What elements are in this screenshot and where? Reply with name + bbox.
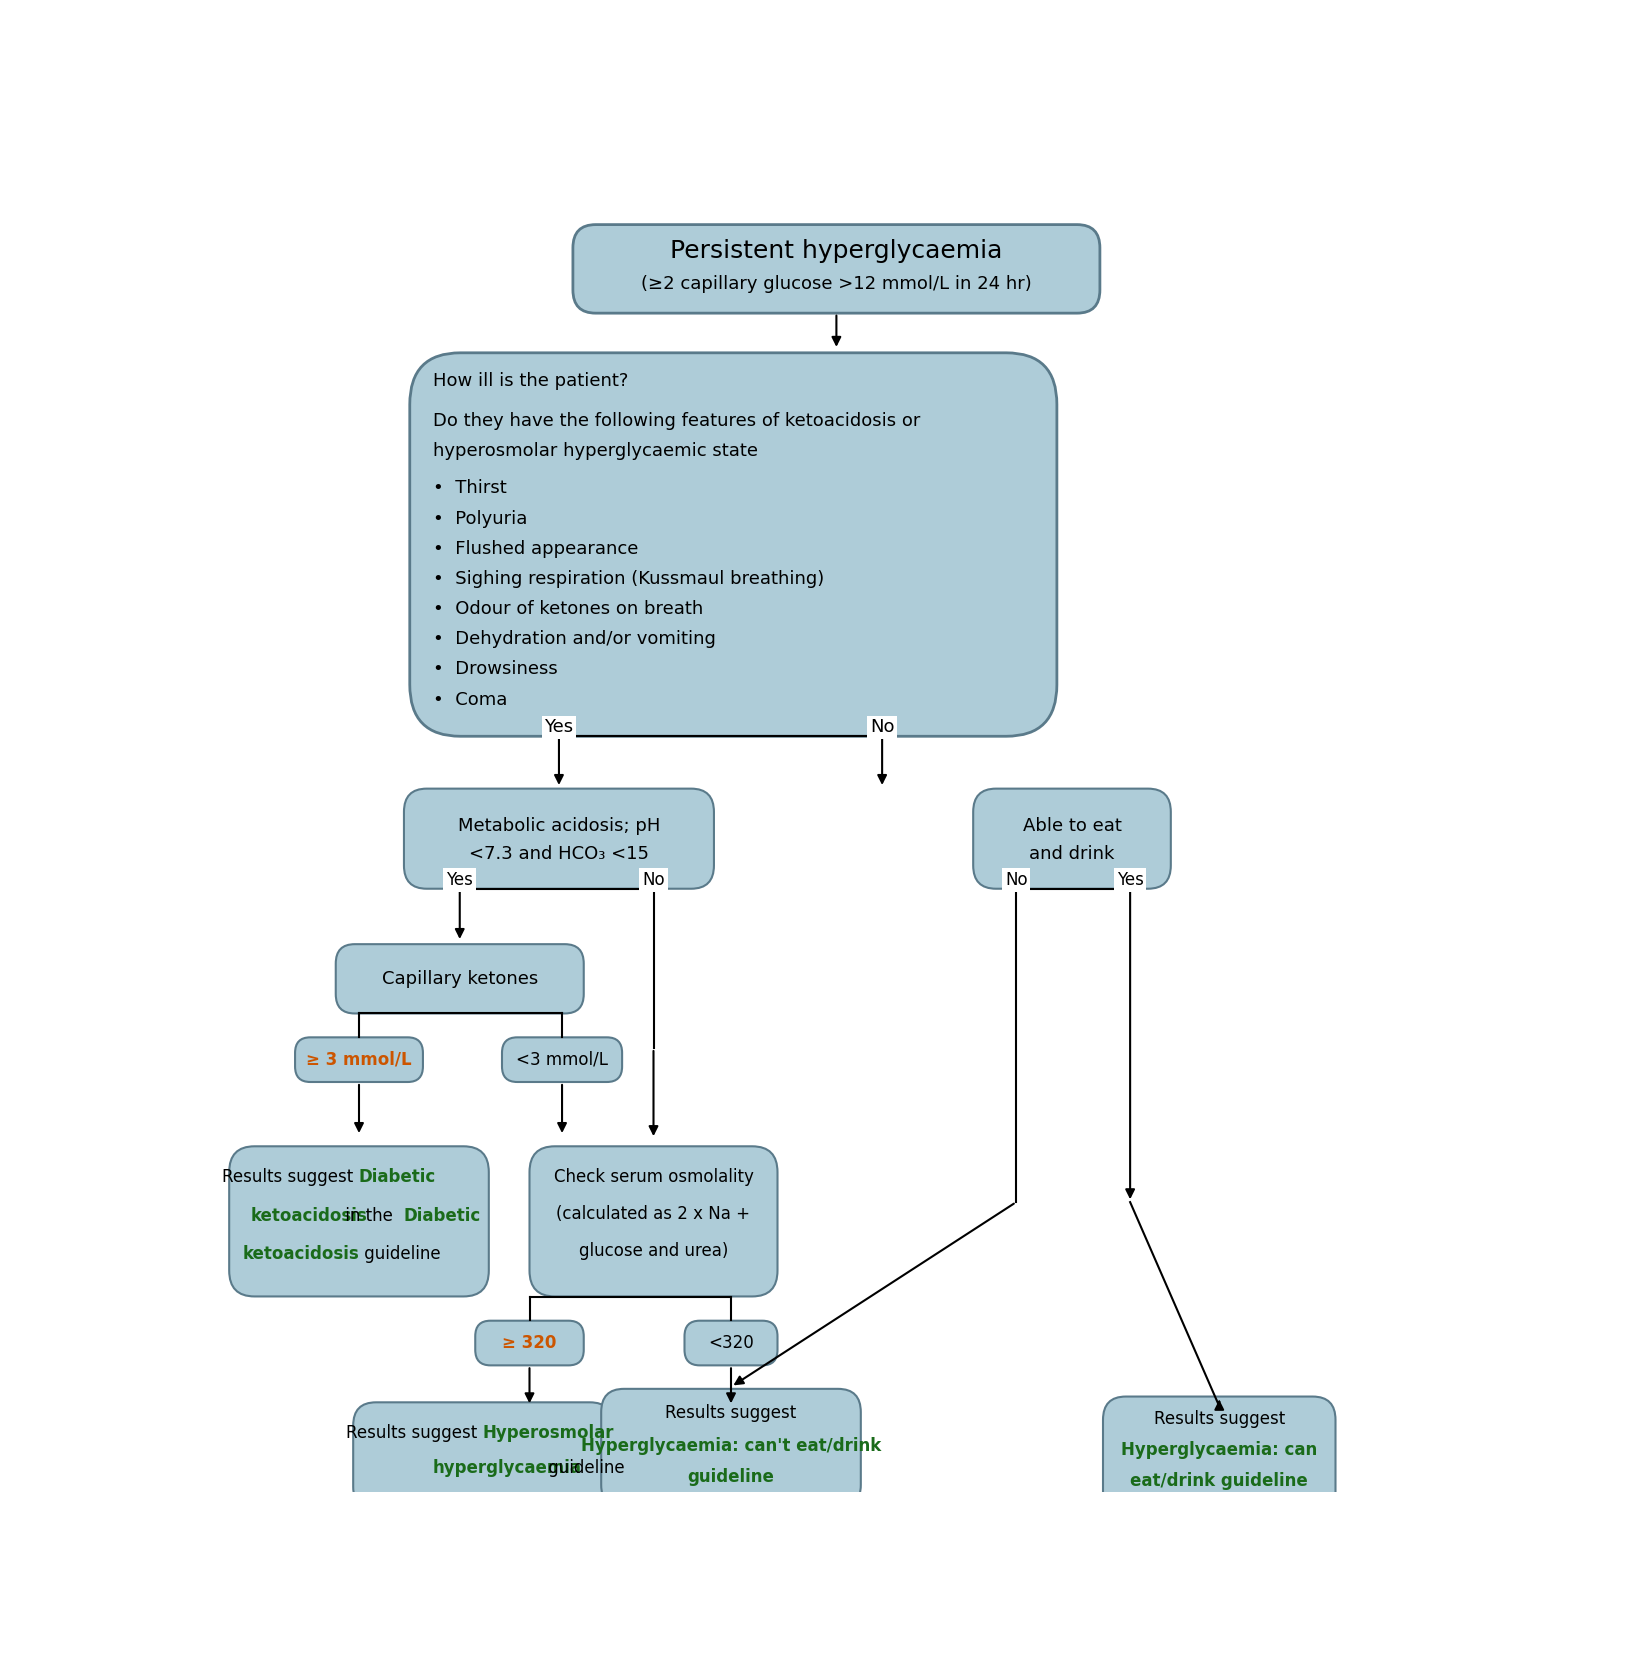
Text: •  Thirst: • Thirst: [432, 479, 506, 498]
Text: •  Flushed appearance: • Flushed appearance: [432, 540, 638, 558]
Text: guideline: guideline: [543, 1458, 625, 1477]
FancyBboxPatch shape: [601, 1389, 860, 1508]
FancyBboxPatch shape: [295, 1037, 423, 1083]
FancyBboxPatch shape: [529, 1146, 777, 1297]
FancyBboxPatch shape: [405, 789, 713, 888]
FancyBboxPatch shape: [1103, 1396, 1335, 1515]
Text: Hyperglycaemia: can: Hyperglycaemia: can: [1121, 1441, 1317, 1460]
Text: Diabetic: Diabetic: [405, 1207, 481, 1225]
Text: ≥ 320: ≥ 320: [503, 1334, 557, 1353]
Text: ketoacidosis: ketoacidosis: [250, 1207, 367, 1225]
Text: eat/drink guideline: eat/drink guideline: [1131, 1472, 1309, 1490]
Text: Yes: Yes: [446, 872, 473, 888]
Text: No: No: [641, 872, 664, 888]
Text: •  Sighing respiration (Kussmaul breathing): • Sighing respiration (Kussmaul breathin…: [432, 570, 824, 588]
Text: Results suggest: Results suggest: [346, 1425, 483, 1441]
FancyBboxPatch shape: [684, 1321, 777, 1366]
Text: Results suggest: Results suggest: [222, 1168, 359, 1187]
FancyBboxPatch shape: [503, 1037, 622, 1083]
Text: •  Coma: • Coma: [432, 691, 508, 709]
Text: Capillary ketones: Capillary ketones: [382, 970, 539, 987]
Text: •  Polyuria: • Polyuria: [432, 510, 527, 528]
Text: Hyperosmolar: Hyperosmolar: [483, 1425, 615, 1441]
FancyBboxPatch shape: [410, 354, 1058, 736]
Text: hyperosmolar hyperglycaemic state: hyperosmolar hyperglycaemic state: [432, 442, 757, 461]
Text: Check serum osmolality: Check serum osmolality: [553, 1168, 754, 1187]
Text: <3 mmol/L: <3 mmol/L: [516, 1051, 609, 1069]
Text: Do they have the following features of ketoacidosis or: Do they have the following features of k…: [432, 412, 920, 431]
FancyBboxPatch shape: [973, 789, 1170, 888]
Text: guideline: guideline: [687, 1468, 775, 1487]
Text: •  Dehydration and/or vomiting: • Dehydration and/or vomiting: [432, 630, 715, 649]
Text: No: No: [1005, 872, 1028, 888]
FancyBboxPatch shape: [573, 225, 1100, 313]
Text: Hyperglycaemia: can't eat/drink: Hyperglycaemia: can't eat/drink: [581, 1438, 881, 1455]
Text: ≥ 3 mmol/L: ≥ 3 mmol/L: [307, 1051, 411, 1069]
FancyBboxPatch shape: [228, 1146, 490, 1297]
Text: Diabetic: Diabetic: [359, 1168, 436, 1187]
Text: (≥2 capillary glucose >12 mmol/L in 24 hr): (≥2 capillary glucose >12 mmol/L in 24 h…: [641, 275, 1031, 293]
Text: guideline: guideline: [359, 1245, 441, 1264]
Text: (calculated as 2 x Na +: (calculated as 2 x Na +: [557, 1205, 751, 1223]
Text: ketoacidosis: ketoacidosis: [242, 1245, 359, 1264]
Text: <320: <320: [708, 1334, 754, 1353]
FancyBboxPatch shape: [353, 1403, 612, 1510]
Text: Results suggest: Results suggest: [1154, 1410, 1284, 1428]
Text: •  Drowsiness: • Drowsiness: [432, 660, 558, 679]
Text: hyperglycaemia: hyperglycaemia: [432, 1458, 581, 1477]
Text: Persistent hyperglycaemia: Persistent hyperglycaemia: [671, 240, 1002, 263]
Text: and drink: and drink: [1030, 845, 1115, 863]
Text: <7.3 and HCO₃ <15: <7.3 and HCO₃ <15: [468, 845, 650, 863]
Text: Yes: Yes: [545, 719, 573, 736]
Text: glucose and urea): glucose and urea): [579, 1242, 728, 1260]
FancyBboxPatch shape: [336, 944, 584, 1014]
Text: No: No: [870, 719, 894, 736]
Text: Yes: Yes: [1116, 872, 1144, 888]
Text: How ill is the patient?: How ill is the patient?: [432, 372, 628, 391]
Text: •  Odour of ketones on breath: • Odour of ketones on breath: [432, 600, 703, 618]
Text: Metabolic acidosis; pH: Metabolic acidosis; pH: [457, 816, 659, 835]
Text: in the: in the: [339, 1207, 398, 1225]
FancyBboxPatch shape: [475, 1321, 584, 1366]
Text: Able to eat: Able to eat: [1023, 816, 1121, 835]
Text: Results suggest: Results suggest: [666, 1404, 796, 1423]
